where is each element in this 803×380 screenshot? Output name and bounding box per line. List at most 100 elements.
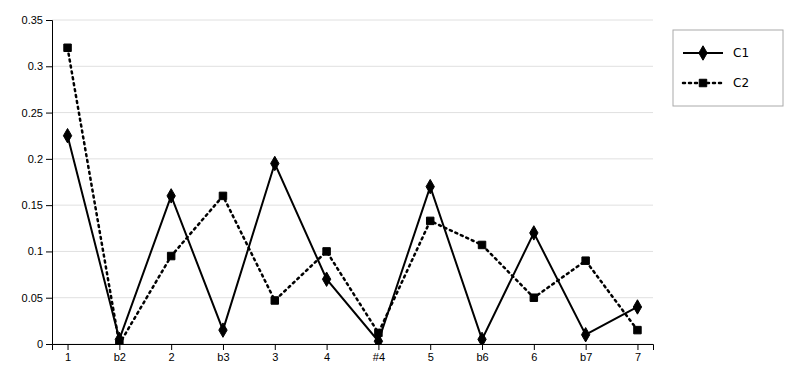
marker bbox=[530, 226, 538, 240]
legend: C1 C2 bbox=[673, 30, 783, 106]
marker bbox=[116, 340, 123, 344]
marker bbox=[219, 192, 226, 199]
y-tick: 0.3 bbox=[28, 60, 52, 72]
x-tick: 5 bbox=[428, 344, 434, 363]
x-tick-label: b7 bbox=[580, 351, 592, 363]
marker bbox=[478, 332, 486, 344]
y-tick-mark bbox=[46, 159, 52, 160]
x-tick: #4 bbox=[373, 344, 385, 363]
x-axis: 1 b2 2 b3 3 4 #4 5 b6 6 b7 7 bbox=[53, 344, 654, 363]
x-tick-mark bbox=[534, 344, 535, 350]
grid-line bbox=[52, 297, 653, 298]
y-tick-mark bbox=[46, 66, 52, 67]
grid-line bbox=[52, 66, 653, 67]
x-tick: 2 bbox=[169, 344, 175, 363]
y-tick-mark bbox=[46, 20, 52, 21]
y-tick-mark bbox=[46, 298, 52, 299]
x-tick-mark bbox=[378, 344, 379, 350]
grid bbox=[52, 20, 653, 344]
x-tick-label: 3 bbox=[272, 351, 278, 363]
x-tick: b2 bbox=[114, 344, 126, 363]
grid-line bbox=[52, 251, 653, 252]
grid-line bbox=[52, 20, 653, 21]
x-tick-mark bbox=[637, 344, 638, 350]
y-tick: 0 bbox=[37, 338, 52, 350]
legend-label: C2 bbox=[733, 76, 749, 90]
marker bbox=[219, 323, 227, 337]
x-tick: b3 bbox=[217, 344, 229, 363]
x-tick: 4 bbox=[324, 344, 330, 363]
marker bbox=[375, 329, 382, 336]
x-tick-label: 1 bbox=[65, 351, 71, 363]
marker bbox=[322, 272, 330, 286]
x-axis-line bbox=[53, 345, 654, 351]
x-tick-label: 6 bbox=[531, 351, 537, 363]
x-tick-label: b6 bbox=[476, 351, 488, 363]
marker bbox=[478, 241, 485, 248]
x-tick-mark bbox=[430, 344, 431, 350]
marks bbox=[63, 44, 641, 344]
y-axis: 0 0.05 0.1 0.15 0.2 0.25 0.3 0.35 bbox=[22, 14, 53, 350]
x-tick-label: 4 bbox=[324, 351, 330, 363]
y-tick-mark bbox=[46, 344, 52, 345]
y-tick-label: 0.35 bbox=[22, 14, 43, 26]
y-tick-label: 0 bbox=[37, 338, 43, 350]
marker bbox=[426, 217, 433, 224]
y-tick-mark bbox=[46, 113, 52, 114]
x-tick: 1 bbox=[65, 344, 71, 363]
y-tick: 0.25 bbox=[22, 107, 52, 119]
marker bbox=[167, 189, 175, 203]
y-tick-mark bbox=[46, 251, 52, 252]
x-tick-label: #4 bbox=[373, 351, 385, 363]
legend-item: C1 bbox=[683, 46, 749, 60]
y-axis-line bbox=[46, 21, 53, 345]
x-tick-mark bbox=[275, 344, 276, 350]
plot-area: 1b22b334#45b66b7700.050.10.150.20.250.30… bbox=[22, 14, 654, 363]
x-tick-mark bbox=[171, 344, 172, 350]
x-tick-label: 5 bbox=[428, 351, 434, 363]
y-tick-label: 0.25 bbox=[22, 107, 43, 119]
marker bbox=[167, 252, 174, 259]
x-tick: b7 bbox=[580, 344, 592, 363]
y-tick: 0.2 bbox=[28, 153, 52, 165]
x-tick: 6 bbox=[531, 344, 537, 363]
y-tick: 0.05 bbox=[22, 292, 52, 304]
grid-line bbox=[52, 205, 653, 206]
y-tick: 0.1 bbox=[28, 245, 52, 257]
x-tick-label: 2 bbox=[169, 351, 175, 363]
x-tick: 7 bbox=[635, 344, 641, 363]
marker bbox=[582, 257, 589, 264]
x-tick: 3 bbox=[272, 344, 278, 363]
x-tick-mark bbox=[482, 344, 483, 350]
y-tick-label: 0.3 bbox=[28, 60, 43, 72]
series bbox=[63, 129, 641, 344]
grid-line bbox=[52, 112, 653, 113]
marker bbox=[634, 326, 641, 333]
x-tick: b6 bbox=[476, 344, 488, 363]
grid-line bbox=[52, 158, 653, 159]
marker bbox=[581, 328, 589, 342]
x-tick-mark bbox=[327, 344, 328, 350]
y-tick-mark bbox=[46, 205, 52, 206]
x-tick-label: b3 bbox=[217, 351, 229, 363]
x-tick-label: 7 bbox=[635, 351, 641, 363]
x-tick-mark bbox=[68, 344, 69, 350]
legend-marker bbox=[699, 79, 706, 86]
legend-marker bbox=[699, 46, 707, 60]
marker bbox=[633, 300, 641, 314]
marker bbox=[530, 294, 537, 301]
legend-item: C2 bbox=[683, 76, 749, 90]
marker bbox=[271, 297, 278, 304]
series bbox=[64, 44, 641, 344]
marker bbox=[323, 248, 330, 255]
x-tick-mark bbox=[223, 344, 224, 350]
marker bbox=[271, 156, 279, 170]
marker bbox=[64, 44, 71, 51]
y-tick-label: 0.15 bbox=[22, 199, 43, 211]
y-tick: 0.35 bbox=[22, 14, 52, 26]
marker bbox=[426, 179, 434, 193]
y-tick-label: 0.05 bbox=[22, 292, 43, 304]
x-tick-label: b2 bbox=[114, 351, 126, 363]
y-tick: 0.15 bbox=[22, 199, 52, 211]
legend-box bbox=[673, 30, 783, 106]
